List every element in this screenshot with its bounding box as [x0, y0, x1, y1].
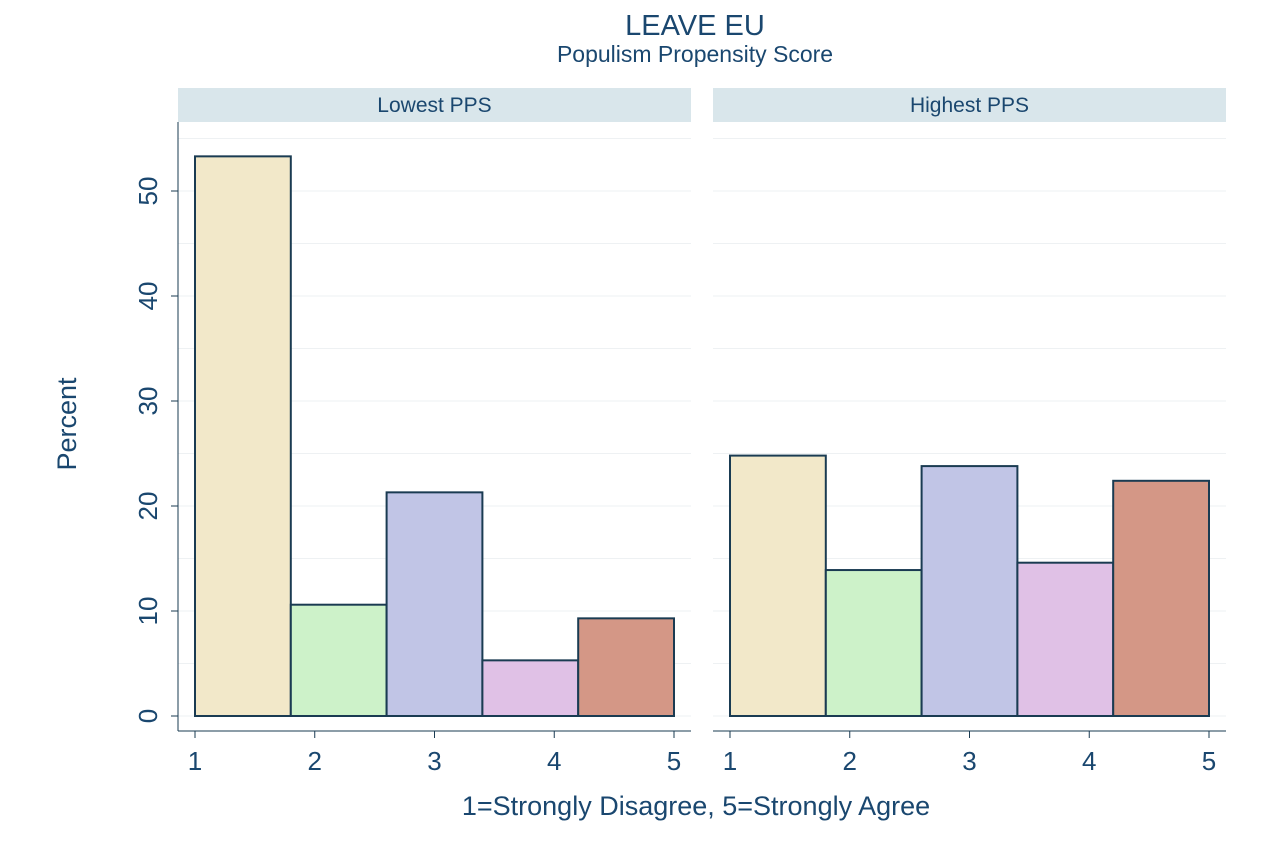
y-tick-label: 20: [133, 492, 163, 521]
x-tick-label: 2: [843, 746, 857, 776]
y-tick-label: 30: [133, 387, 163, 416]
bar-2: [824, 569, 923, 717]
x-tick-label: 2: [308, 746, 322, 776]
x-tick-label: 3: [427, 746, 441, 776]
x-tick-label: 5: [1202, 746, 1216, 776]
panel-highest-pps: Highest PPS 1 2 3 4 5: [713, 88, 1226, 776]
y-tick-label: 50: [133, 177, 163, 206]
x-tick-label: 4: [547, 746, 561, 776]
y-tick-label: 40: [133, 282, 163, 311]
chart-title: LEAVE EU: [625, 10, 765, 42]
x-tick-label: 1: [723, 746, 737, 776]
panel-strip: [713, 88, 1226, 122]
x-tick-label: 5: [667, 746, 681, 776]
x-tick-label: 3: [962, 746, 976, 776]
bar-1: [194, 155, 292, 718]
y-axis-title: Percent: [52, 377, 82, 471]
bar-2: [289, 603, 388, 718]
bar-4: [481, 659, 580, 717]
x-tick-label: 1: [188, 746, 202, 776]
bar-3: [385, 491, 484, 717]
bar-4: [1016, 561, 1115, 718]
y-tick-label: 0: [133, 709, 163, 723]
panel-strip-label: Highest PPS: [910, 94, 1029, 117]
chart-subtitle: Populism Propensity Score: [557, 41, 833, 67]
bar-5: [577, 617, 676, 717]
x-tick-label: 4: [1082, 746, 1096, 776]
bar-3: [920, 465, 1019, 717]
x-axis-title: 1=Strongly Disagree, 5=Strongly Agree: [462, 791, 930, 821]
bar-5: [1112, 479, 1210, 717]
bar-1: [729, 454, 827, 717]
panel-strip: [178, 88, 691, 122]
y-tick-label: 10: [133, 597, 163, 626]
panel-strip-label: Lowest PPS: [377, 94, 491, 117]
